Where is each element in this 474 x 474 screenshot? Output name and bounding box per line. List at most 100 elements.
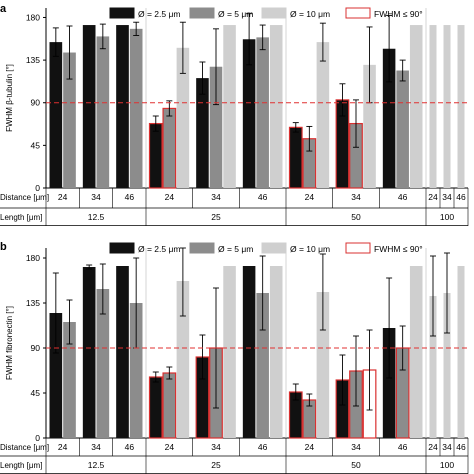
- bar: [363, 64, 376, 188]
- distance-cell: 46: [456, 192, 466, 202]
- bar: [63, 52, 76, 188]
- distance-cell: 46: [258, 442, 268, 452]
- legend-label: Ø = 5 μm: [218, 9, 253, 19]
- legend-label: FWHM ≤ 90°: [374, 244, 423, 254]
- distance-cell: 34: [211, 192, 221, 202]
- distance-cell: 24: [305, 192, 315, 202]
- length-cell: 25: [211, 212, 221, 222]
- legend-swatch: [345, 7, 371, 19]
- length-row-label: Length [μm]: [0, 213, 42, 222]
- y-tick-label: 0: [35, 433, 40, 443]
- bar: [269, 266, 283, 438]
- legend-swatch: [261, 7, 287, 19]
- legend-label: Ø = 5 μm: [218, 244, 253, 254]
- length-cell: 12.5: [88, 460, 105, 470]
- bar: [443, 25, 451, 189]
- distance-cell: 34: [91, 192, 101, 202]
- bar: [129, 28, 143, 189]
- distance-cell: 46: [456, 442, 466, 452]
- bar: [162, 107, 177, 189]
- distance-row-label: Distance [μm]: [0, 193, 49, 202]
- bar: [49, 313, 63, 438]
- bar: [209, 66, 223, 188]
- distance-cell: 24: [428, 442, 438, 452]
- bar: [148, 122, 163, 189]
- distance-row-label: Distance [μm]: [0, 443, 49, 452]
- bar: [409, 25, 423, 189]
- distance-cell: 34: [442, 442, 452, 452]
- legend-swatch: [345, 242, 371, 254]
- y-tick-label: 180: [26, 12, 40, 22]
- length-cell: 100: [440, 212, 454, 222]
- y-tick-label: 45: [31, 388, 41, 398]
- bar: [316, 42, 330, 189]
- bar: [396, 70, 409, 188]
- distance-cell: 24: [58, 442, 68, 452]
- distance-cell: 24: [428, 192, 438, 202]
- bar: [63, 322, 76, 438]
- bar: [457, 25, 465, 189]
- bar: [129, 303, 143, 438]
- bar: [176, 281, 190, 438]
- y-tick-label: 0: [35, 183, 40, 193]
- length-cell: 25: [211, 460, 221, 470]
- distance-cell: 34: [91, 442, 101, 452]
- length-cell: 12.5: [88, 212, 105, 222]
- bar: [242, 39, 256, 189]
- y-axis-label: FWHM β-tubulin [°]: [5, 64, 14, 132]
- panel-b: b 0 45 90 135 180 FWHM fibronectin [°] Ø = 2.5 …: [0, 241, 469, 474]
- legend-label: Ø = 10 μm: [290, 9, 330, 19]
- distance-cell: 46: [258, 192, 268, 202]
- length-cell: 100: [440, 460, 454, 470]
- legend-label: FWHM ≤ 90°: [374, 9, 423, 19]
- length-row-label: Length [μm]: [0, 461, 42, 470]
- bar: [116, 25, 129, 189]
- bar: [96, 36, 110, 188]
- distance-cell: 46: [398, 192, 408, 202]
- legend-label: Ø = 2.5 μm: [138, 244, 180, 254]
- distance-cell: 34: [351, 192, 361, 202]
- bar: [288, 126, 303, 189]
- panel-a: a 0 45 90 135 180 FWHM β-tubulin [°] Ø = 2.5 μm…: [0, 3, 469, 226]
- distance-cell: 24: [58, 192, 68, 202]
- bar: [316, 292, 330, 438]
- y-tick-label: 90: [31, 98, 41, 108]
- legend-swatch: [189, 242, 215, 254]
- bar: [409, 266, 423, 438]
- bar: [256, 37, 269, 188]
- legend-label: Ø = 10 μm: [290, 244, 330, 254]
- bar: [162, 372, 177, 439]
- legend-swatch: [189, 7, 215, 19]
- distance-cell: 24: [165, 192, 175, 202]
- distance-cell: 34: [211, 442, 221, 452]
- distance-cell: 24: [165, 442, 175, 452]
- bar: [49, 42, 63, 189]
- length-cell: 50: [351, 212, 361, 222]
- bar: [82, 25, 96, 189]
- bar: [196, 78, 209, 188]
- bar: [382, 48, 396, 188]
- distance-cell: 46: [398, 442, 408, 452]
- bar: [429, 25, 437, 189]
- distance-cell: 34: [442, 192, 452, 202]
- legend-swatch: [109, 7, 135, 19]
- y-tick-label: 45: [31, 140, 41, 150]
- length-cell: 50: [351, 460, 361, 470]
- bar: [223, 25, 236, 189]
- legend-label: Ø = 2.5 μm: [138, 9, 180, 19]
- bar: [457, 266, 465, 438]
- bar: [269, 25, 283, 189]
- legend-swatch: [261, 242, 287, 254]
- y-tick-label: 135: [26, 298, 40, 308]
- distance-cell: 46: [125, 192, 135, 202]
- distance-cell: 34: [351, 442, 361, 452]
- distance-cell: 24: [305, 442, 315, 452]
- panel-label: a: [0, 3, 7, 15]
- y-tick-label: 135: [26, 55, 40, 65]
- bar: [82, 267, 96, 438]
- bar: [223, 266, 236, 438]
- y-tick-label: 180: [26, 253, 40, 263]
- bar: [429, 296, 437, 438]
- bar: [148, 376, 163, 439]
